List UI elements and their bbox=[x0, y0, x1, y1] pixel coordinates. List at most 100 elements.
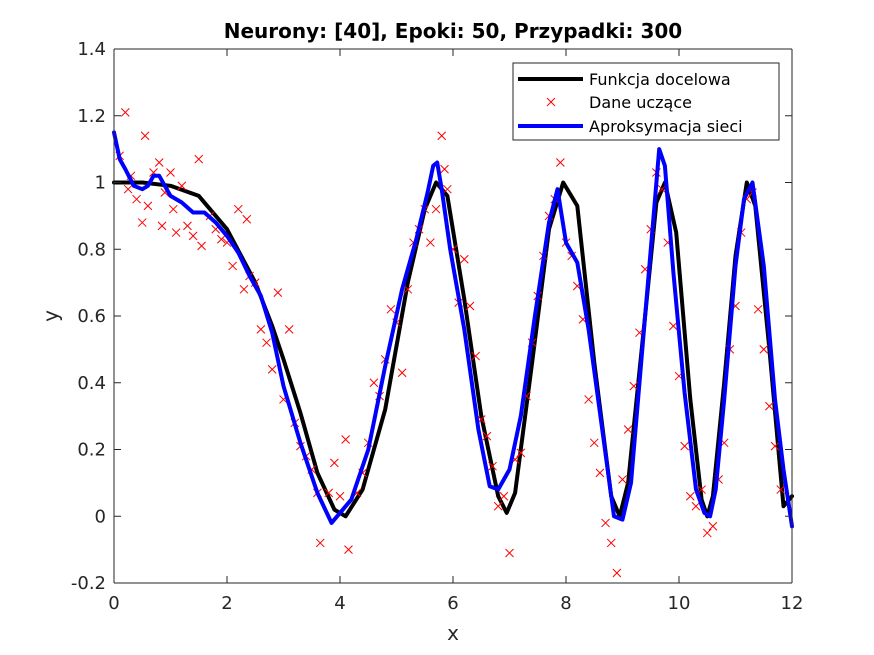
x-axis-title: x bbox=[447, 621, 459, 645]
x-tick-label: 12 bbox=[781, 593, 804, 614]
training-data-point bbox=[505, 548, 514, 558]
x-tick-label: 10 bbox=[668, 593, 691, 614]
x-tick-label: 0 bbox=[108, 593, 119, 614]
legend-label-target: Funkcja docelowa bbox=[589, 70, 731, 89]
chart-title: Neurony: [40], Epoki: 50, Przypadki: 300 bbox=[224, 19, 682, 43]
training-data-point bbox=[154, 158, 164, 167]
legend: Funkcja docelowa Dane uczące Aproksymacj… bbox=[512, 62, 780, 141]
training-data-point bbox=[123, 184, 133, 194]
training-data-point bbox=[239, 284, 249, 294]
y-tick-label: 1 bbox=[95, 173, 106, 194]
training-data-point bbox=[493, 501, 503, 511]
training-data-point bbox=[140, 131, 150, 141]
y-tick-label: 0.4 bbox=[77, 373, 106, 394]
y-tick-label: 0 bbox=[95, 506, 106, 527]
training-data-point bbox=[685, 491, 695, 501]
x-tick-label: 4 bbox=[334, 593, 345, 614]
training-data-point bbox=[143, 201, 153, 211]
training-data-point bbox=[228, 261, 238, 271]
training-data-point bbox=[601, 518, 610, 528]
training-data-point bbox=[471, 351, 480, 361]
legend-label-approximation: Aproksymacja sieci bbox=[589, 117, 743, 136]
training-data-point bbox=[194, 154, 204, 164]
legend-label-data: Dane uczące bbox=[589, 93, 692, 112]
training-data-point bbox=[386, 304, 396, 314]
training-data-point bbox=[440, 164, 449, 174]
training-data-point bbox=[344, 545, 353, 554]
training-data-point bbox=[335, 491, 345, 501]
training-data-point bbox=[516, 448, 526, 458]
training-data-point bbox=[482, 431, 492, 441]
training-data-point bbox=[488, 461, 497, 471]
training-data-point bbox=[770, 441, 780, 451]
training-data-point bbox=[267, 365, 277, 374]
training-data-point bbox=[177, 181, 187, 191]
training-data-point bbox=[753, 304, 763, 314]
training-data-point bbox=[171, 228, 181, 237]
training-data-point bbox=[629, 381, 639, 391]
training-data-point bbox=[465, 301, 475, 311]
training-data-point bbox=[120, 108, 130, 117]
training-data-point bbox=[708, 521, 718, 531]
target-function-line bbox=[112, 180, 794, 519]
training-data-point bbox=[691, 501, 701, 511]
y-tick-label: 1.2 bbox=[77, 106, 106, 127]
training-data-point bbox=[284, 324, 294, 334]
training-data-point bbox=[618, 475, 627, 484]
y-tick-label: 0.6 bbox=[77, 306, 106, 327]
training-data-point bbox=[324, 488, 334, 498]
x-tick-label: 6 bbox=[447, 593, 458, 614]
training-data-point bbox=[216, 234, 226, 244]
training-data-point bbox=[442, 184, 452, 194]
y-tick-label: 1.4 bbox=[77, 39, 106, 60]
training-data-point bbox=[584, 395, 593, 404]
training-data-point bbox=[606, 538, 616, 548]
training-data-point bbox=[765, 401, 774, 411]
ticks-layer: 0 2 4 6 8 10 12-0.200.20.40.60.811.21.4 bbox=[71, 39, 804, 614]
network-approximation-line bbox=[112, 130, 794, 529]
training-data-point bbox=[132, 194, 141, 204]
training-data-point bbox=[157, 221, 167, 231]
training-data-point bbox=[680, 441, 690, 451]
y-tick-label: 0.8 bbox=[77, 239, 106, 260]
training-data-point bbox=[403, 284, 413, 294]
training-data-point bbox=[341, 435, 351, 444]
training-data-point bbox=[397, 368, 407, 378]
legend-swatch-data-marker bbox=[546, 97, 556, 107]
training-data-point bbox=[262, 338, 271, 348]
training-data-point bbox=[273, 288, 283, 297]
training-data-point bbox=[776, 485, 786, 494]
training-data-point bbox=[256, 324, 266, 334]
training-data-point bbox=[623, 425, 633, 434]
training-data-point bbox=[188, 231, 198, 241]
training-data-point bbox=[183, 221, 192, 231]
training-data-point bbox=[759, 345, 769, 354]
training-data-point bbox=[242, 214, 252, 224]
training-data-point bbox=[459, 254, 469, 264]
training-data-point bbox=[233, 204, 243, 214]
training-data-point bbox=[431, 204, 441, 214]
training-data-point bbox=[702, 528, 712, 538]
training-data-point bbox=[668, 321, 678, 331]
training-data-point bbox=[555, 158, 565, 167]
y-tick-label: -0.2 bbox=[71, 573, 106, 594]
training-data-point bbox=[499, 491, 509, 501]
training-data-point bbox=[329, 458, 339, 468]
series-layer bbox=[112, 108, 794, 578]
training-data-point bbox=[595, 468, 605, 478]
training-data-point bbox=[612, 568, 622, 578]
x-tick-label: 8 bbox=[560, 593, 571, 614]
training-data-point bbox=[168, 204, 178, 214]
training-data-point bbox=[589, 438, 599, 448]
training-data-point bbox=[166, 168, 175, 177]
training-data-point bbox=[437, 131, 447, 141]
y-axis-title: y bbox=[39, 310, 63, 322]
training-data-point bbox=[369, 378, 379, 388]
training-data-point bbox=[426, 238, 435, 247]
x-tick-label: 2 bbox=[221, 593, 232, 614]
y-tick-label: 0.2 bbox=[77, 440, 106, 461]
training-data-point bbox=[137, 218, 147, 227]
training-data-point bbox=[197, 241, 206, 251]
training-data-point bbox=[315, 538, 325, 548]
